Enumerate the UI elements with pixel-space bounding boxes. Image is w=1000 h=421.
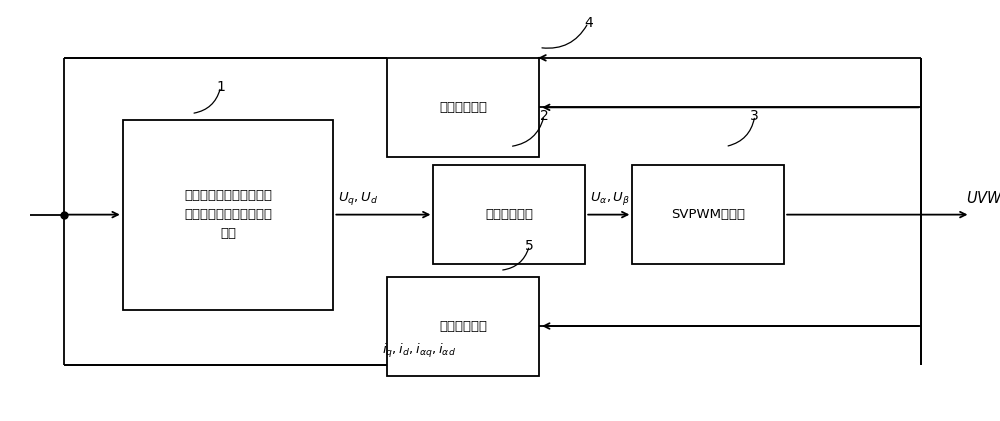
Text: 2: 2: [540, 109, 548, 123]
Text: 4: 4: [584, 16, 593, 30]
Text: 5: 5: [525, 239, 534, 253]
Text: 1: 1: [216, 80, 225, 94]
Text: SVPWM逆变器: SVPWM逆变器: [671, 208, 745, 221]
Text: 电动汽车用永磁同步电机
的极限学习机命令滤波控
制器: 电动汽车用永磁同步电机 的极限学习机命令滤波控 制器: [184, 189, 272, 240]
Text: 电流检测单元: 电流检测单元: [439, 320, 487, 333]
Text: $U_\alpha, U_\beta$: $U_\alpha, U_\beta$: [590, 189, 630, 207]
Text: 坐标变换单元: 坐标变换单元: [485, 208, 533, 221]
Text: 3: 3: [750, 109, 759, 123]
Text: $UVW$: $UVW$: [966, 190, 1000, 206]
Bar: [433, 165, 585, 264]
Text: 转速检测单元: 转速检测单元: [439, 101, 487, 114]
Text: $i_q, i_d, i_{\alpha q}, i_{\alpha d}$: $i_q, i_d, i_{\alpha q}, i_{\alpha d}$: [382, 342, 456, 360]
Text: $U_q, U_d$: $U_q, U_d$: [338, 189, 379, 207]
Bar: [387, 277, 539, 376]
Bar: [387, 58, 539, 157]
Bar: [123, 120, 333, 309]
Bar: [632, 165, 784, 264]
